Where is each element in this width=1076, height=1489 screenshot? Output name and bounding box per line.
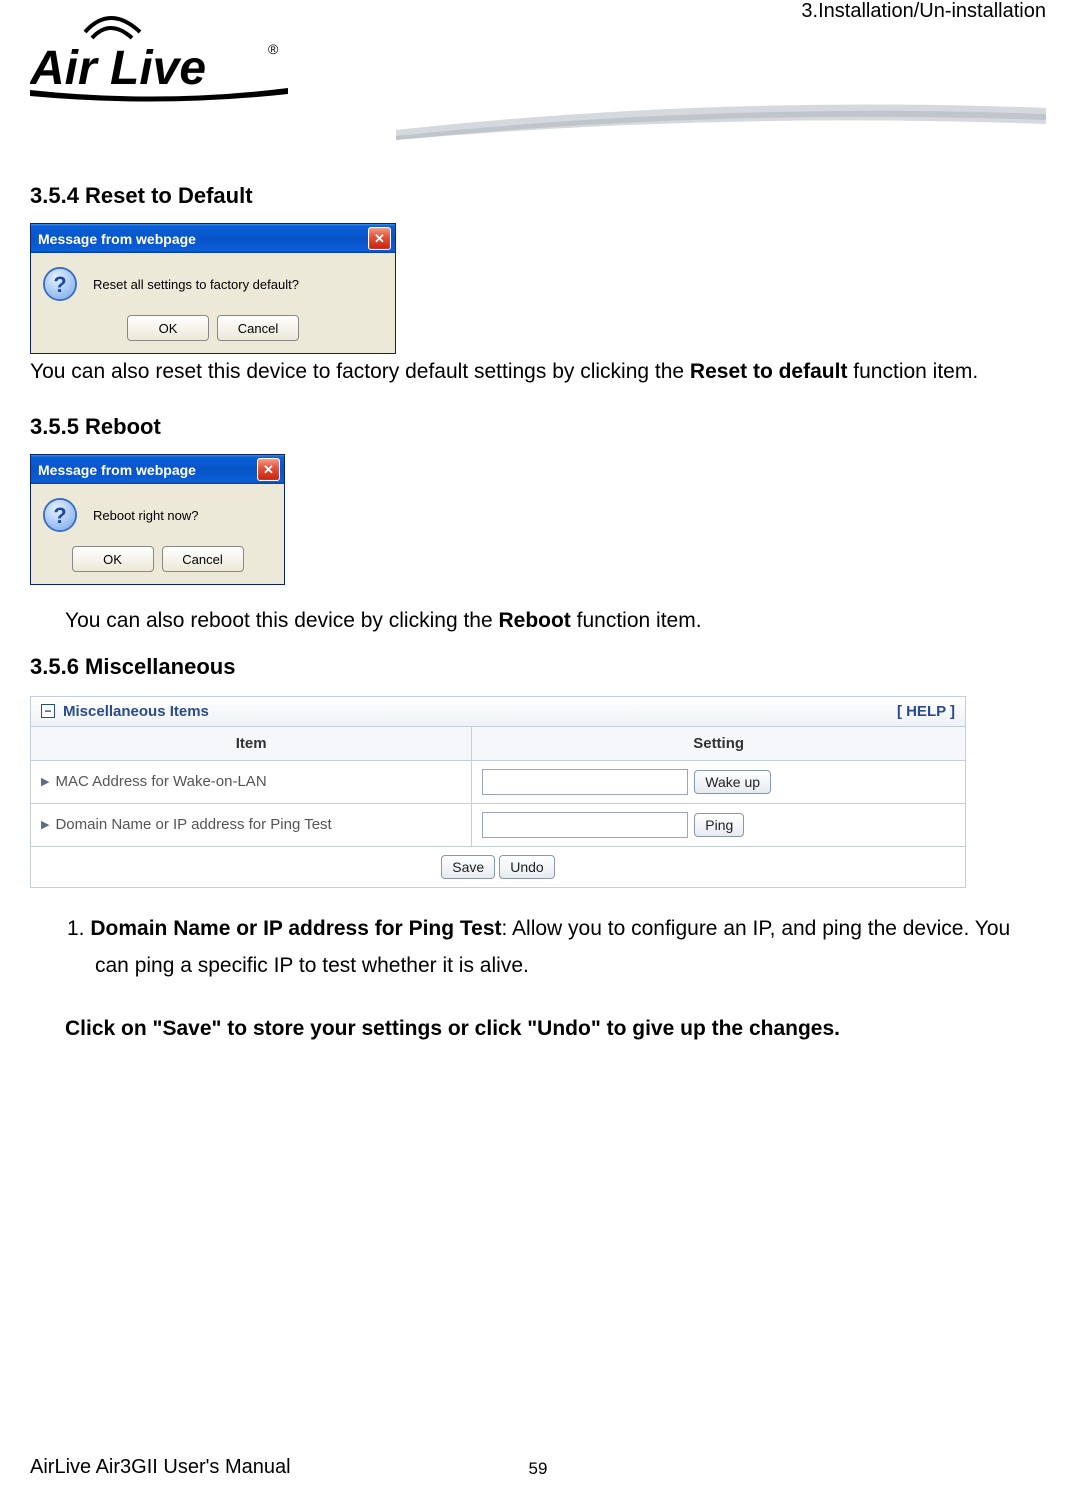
page-header: 3.Installation/Un-installation Air Live … [30, 0, 1046, 155]
reboot-paragraph: You can also reboot this device by click… [30, 607, 1046, 635]
row-label: Domain Name or IP address for Ping Test [55, 816, 331, 833]
collapse-icon[interactable]: − [41, 704, 55, 718]
dialog-reboot: Message from webpage ✕ ? [30, 454, 285, 585]
misc-footer: Save Undo [31, 847, 965, 887]
manual-title: AirLive Air3GII User's Manual [30, 1456, 291, 1479]
svg-text:®: ® [268, 41, 279, 57]
closing-note: Click on "Save" to store your settings o… [30, 1015, 1046, 1043]
question-icon: ? [43, 498, 77, 532]
undo-button[interactable]: Undo [499, 855, 554, 879]
table-row: ▶ Domain Name or IP address for Ping Tes… [31, 804, 965, 847]
ok-button[interactable]: OK [72, 546, 154, 572]
svg-text:Air Live: Air Live [30, 42, 206, 95]
wake-up-button[interactable]: Wake up [694, 770, 771, 794]
question-icon: ? [43, 267, 77, 301]
text-bold: Reset to default [690, 360, 848, 383]
page-footer: AirLive Air3GII User's Manual 59 [30, 1456, 1046, 1479]
list-num: 1. [67, 917, 85, 940]
logo: Air Live ® [30, 10, 290, 110]
misc-panel-header: − Miscellaneous Items [ HELP ] [31, 697, 965, 727]
reset-paragraph: You can also reset this device to factor… [30, 358, 1046, 386]
dialog-reboot-titlebar: Message from webpage ✕ [31, 455, 284, 484]
text: You can also reboot this device by click… [65, 609, 498, 632]
help-link[interactable]: [ HELP ] [897, 703, 955, 720]
close-icon[interactable]: ✕ [368, 227, 391, 250]
content: 3.5.4 Reset to Default Message from webp… [30, 155, 1046, 1044]
col-item: Item [31, 727, 472, 760]
dialog-reset-msg: Reset all settings to factory default? [93, 277, 299, 292]
cancel-button[interactable]: Cancel [217, 315, 299, 341]
page: 3.Installation/Un-installation Air Live … [0, 0, 1076, 1489]
dialog-reboot-title: Message from webpage [38, 462, 196, 478]
section-title-reboot: 3.5.5 Reboot [30, 414, 1046, 440]
dialog-reboot-msg: Reboot right now? [93, 508, 199, 523]
dialog-reset-title: Message from webpage [38, 231, 196, 247]
section-title-reset: 3.5.4 Reset to Default [30, 183, 1046, 209]
text: function item. [571, 609, 702, 632]
page-number: 59 [529, 1459, 548, 1479]
col-setting: Setting [472, 727, 965, 760]
mac-address-input[interactable] [482, 769, 688, 795]
list-item-1: 1. Domain Name or IP address for Ping Te… [30, 910, 1046, 986]
close-icon[interactable]: ✕ [257, 458, 280, 481]
triangle-icon: ▶ [41, 818, 49, 831]
misc-panel-title: Miscellaneous Items [63, 703, 209, 720]
dialog-reset-body: ? Reset all settings to factory default?… [31, 253, 395, 353]
ok-button[interactable]: OK [127, 315, 209, 341]
save-button[interactable]: Save [441, 855, 495, 879]
dialog-reboot-body: ? Reboot right now? OK Cancel [31, 484, 284, 584]
misc-panel: − Miscellaneous Items [ HELP ] Item Sett… [30, 696, 966, 888]
text: function item. [847, 360, 978, 383]
table-row: ▶ MAC Address for Wake-on-LAN Wake up [31, 761, 965, 804]
triangle-icon: ▶ [41, 775, 49, 788]
ping-target-input[interactable] [482, 812, 688, 838]
svg-text:?: ? [53, 503, 66, 528]
dialog-reset: Message from webpage ✕ ? [30, 223, 396, 354]
list-bold: Domain Name or IP address for Ping Test [90, 917, 501, 940]
breadcrumb: 3.Installation/Un-installation [801, 0, 1046, 23]
svg-text:?: ? [53, 272, 66, 297]
misc-column-headers: Item Setting [31, 727, 965, 761]
text: You can also reset this device to factor… [30, 360, 690, 383]
ping-button[interactable]: Ping [694, 813, 744, 837]
section-title-misc: 3.5.6 Miscellaneous [30, 654, 1046, 680]
dialog-reset-titlebar: Message from webpage ✕ [31, 224, 395, 253]
header-swoosh [396, 90, 1046, 150]
logo-svg: Air Live ® [30, 10, 290, 105]
row-label: MAC Address for Wake-on-LAN [55, 773, 266, 790]
text-bold: Reboot [498, 609, 570, 632]
cancel-button[interactable]: Cancel [162, 546, 244, 572]
